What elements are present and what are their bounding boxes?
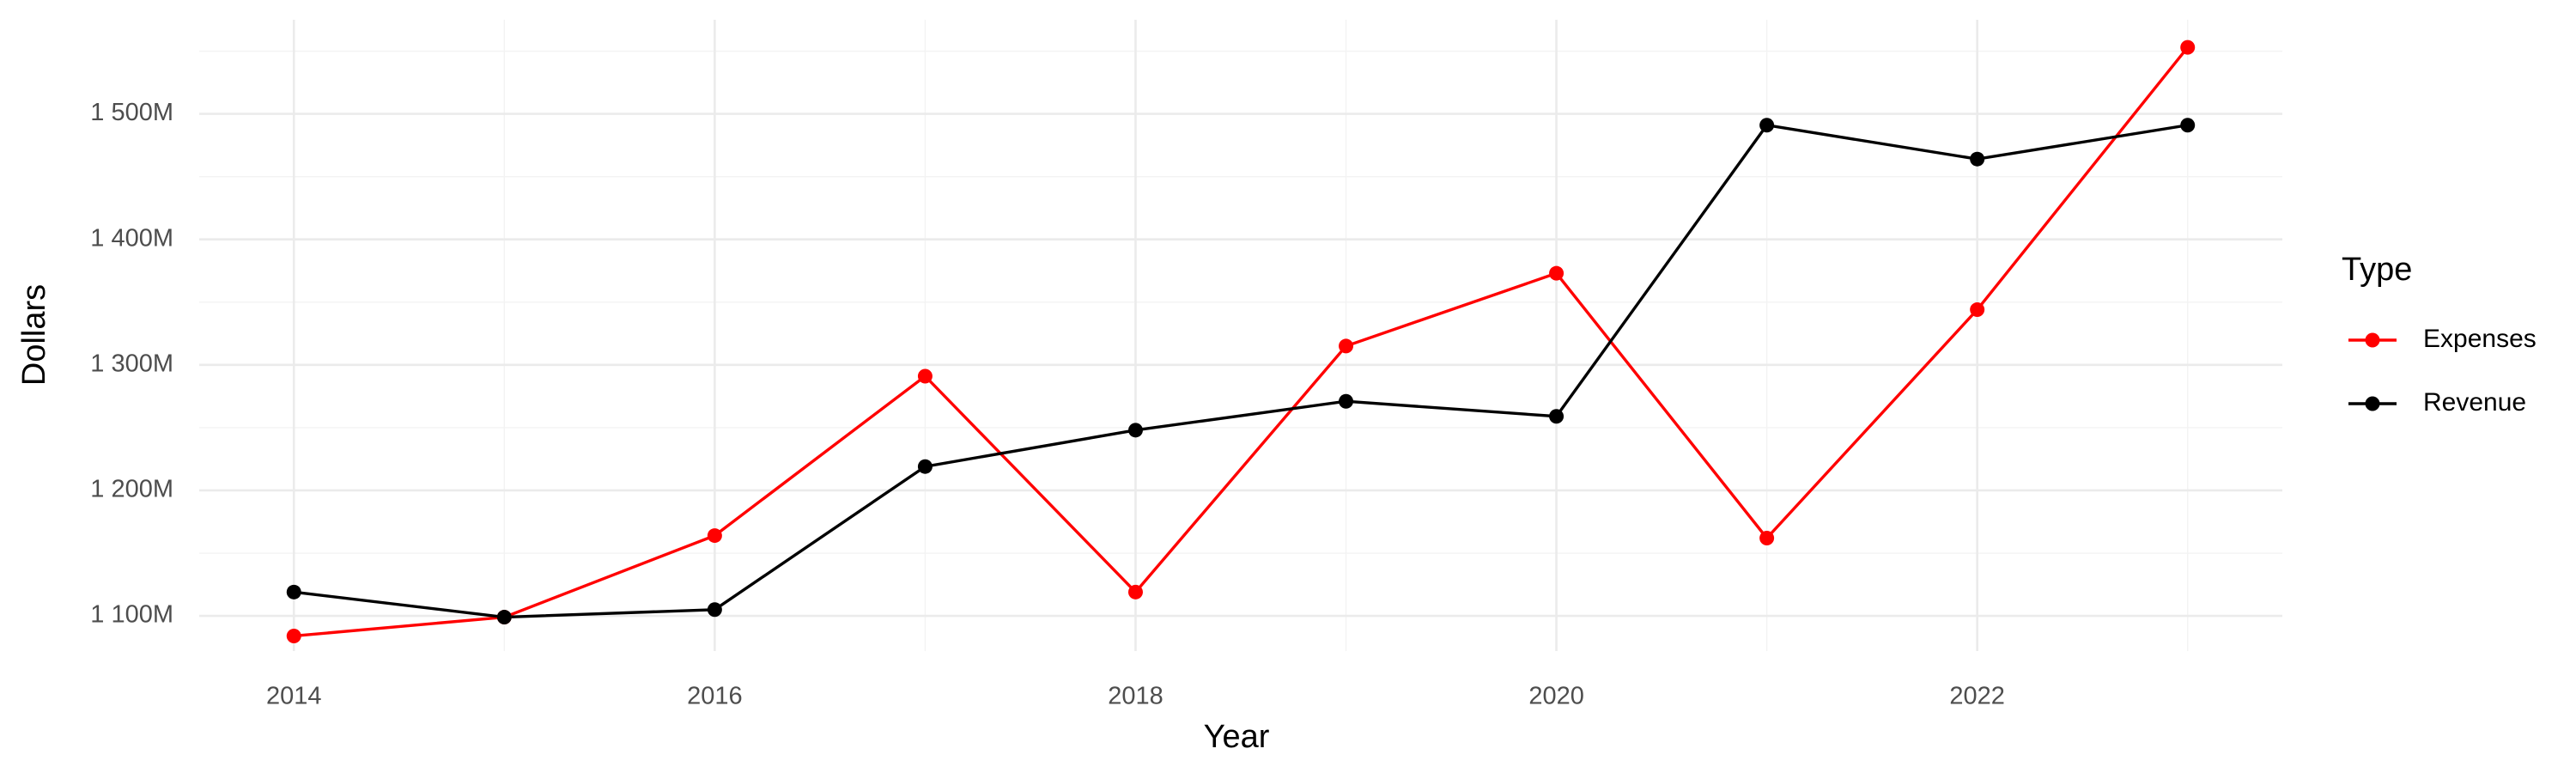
- data-point: [1549, 265, 1564, 281]
- x-axis-title: Year: [1204, 719, 1270, 755]
- data-point: [1549, 409, 1564, 424]
- data-point: [2180, 118, 2196, 133]
- legend-key-point: [2365, 396, 2380, 411]
- x-tick-label: 2018: [1108, 683, 1163, 710]
- y-axis-title: Dollars: [16, 284, 52, 386]
- data-point: [1970, 302, 1985, 318]
- x-tick-label: 2014: [266, 683, 322, 710]
- y-tick-label: 1 500M: [90, 99, 173, 126]
- data-point: [496, 610, 512, 625]
- grid: [199, 20, 2282, 651]
- y-tick-label: 1 400M: [90, 224, 173, 252]
- data-point: [917, 459, 933, 474]
- legend-label: Expenses: [2423, 325, 2537, 353]
- x-tick-label: 2016: [687, 683, 743, 710]
- x-tick-label: 2022: [1949, 683, 2005, 710]
- data-point: [917, 368, 933, 384]
- x-tick-label: 2020: [1528, 683, 1584, 710]
- data-point: [1339, 393, 1354, 409]
- data-point: [286, 628, 301, 643]
- y-tick-label: 1 100M: [90, 601, 173, 629]
- data-point: [1759, 118, 1775, 133]
- series-line: [294, 123, 2189, 619]
- series-line: [294, 46, 2190, 638]
- y-tick-label: 1 200M: [90, 476, 173, 503]
- data-point: [707, 602, 722, 618]
- data-point: [2180, 40, 2196, 55]
- data-point: [286, 584, 301, 600]
- data-point: [1970, 151, 1985, 167]
- data-point: [1759, 530, 1775, 545]
- data-point: [1127, 423, 1143, 438]
- legend-label: Revenue: [2423, 388, 2526, 417]
- legend-key-point: [2365, 332, 2380, 348]
- legend-title: Type: [2342, 252, 2412, 288]
- data-point: [707, 528, 722, 544]
- data-point: [1127, 584, 1143, 600]
- data-point: [1339, 338, 1354, 354]
- y-tick-label: 1 300M: [90, 350, 173, 377]
